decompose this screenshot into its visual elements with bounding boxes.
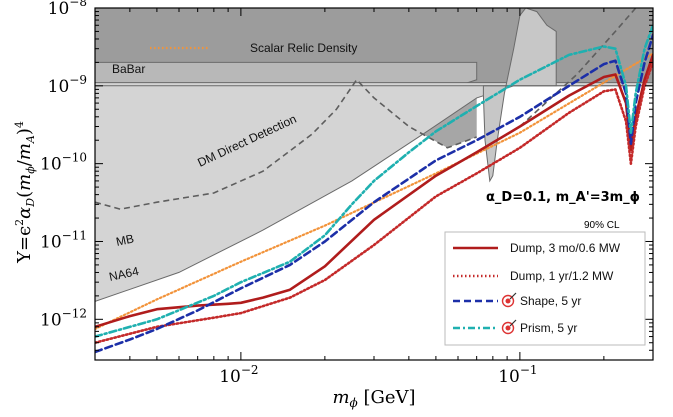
na64-label: NA64	[108, 264, 141, 284]
babar-label: BaBar	[112, 62, 145, 76]
excluded-regions	[95, 8, 653, 302]
x-tick-label: 10−2	[219, 363, 258, 387]
cl-annotation: 90% CL	[584, 220, 620, 231]
legend-label-dump-1yr: Dump, 1 yr/1.2 MW	[510, 269, 614, 283]
dm-direct-detection-curve-upper	[519, 8, 637, 128]
x-tick-label: 10−1	[498, 363, 537, 387]
legend-label-prism: Prism, 5 yr	[520, 321, 577, 335]
axis-ticks: 10−2 10−1 10−12 10−11 10−10 10−9 10−8	[40, 0, 653, 387]
mb-label: MB	[115, 231, 136, 248]
relic-legend: Scalar Relic Density	[150, 41, 357, 55]
legend-box	[444, 231, 646, 346]
legend-label-shape: Shape, 5 yr	[520, 294, 581, 308]
series-line-shape-5-yr	[95, 33, 653, 354]
series-line-scalar-relic-density	[95, 52, 653, 331]
y-tick-label: 10−8	[48, 0, 87, 19]
y-axis-title: Y=ϵ2αD(mϕ/mA)4	[13, 121, 37, 264]
y-tick-label: 10−10	[40, 151, 87, 175]
series-legend: Dump, 3 mo/0.6 MW Dump, 1 yr/1.2 MW Shap…	[444, 231, 646, 346]
y-tick-label: 10−9	[48, 73, 87, 97]
target-icon	[501, 292, 517, 308]
coupling-annotation: α_D=0.1, m_A'=3m_ϕ	[486, 190, 640, 205]
dm-direct-detection-curve	[95, 78, 477, 211]
relic-legend-label: Scalar Relic Density	[250, 41, 357, 55]
y-tick-label: 10−12	[40, 306, 87, 330]
x-axis-title: mϕ [GeV]	[332, 387, 415, 410]
series-line-prism-5-yr	[95, 24, 653, 338]
y-tick-label: 10−11	[40, 228, 87, 252]
series-line-dump-1-yr-1-2-mw	[95, 61, 653, 344]
series-layer	[95, 24, 653, 354]
legend-label-dump-3mo: Dump, 3 mo/0.6 MW	[510, 241, 621, 255]
target-icon	[501, 319, 517, 335]
